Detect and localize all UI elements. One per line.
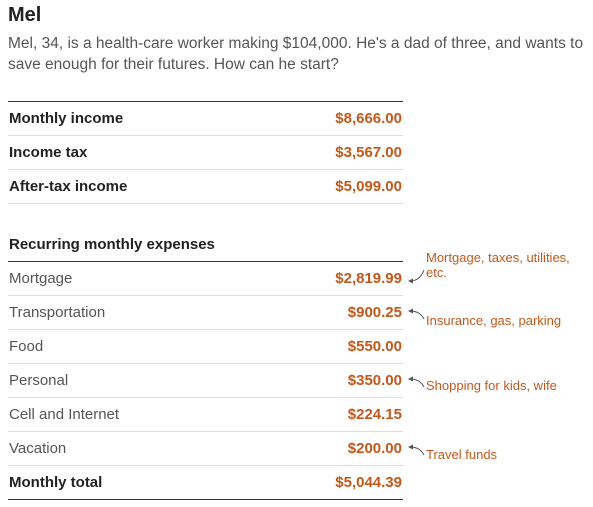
row-label: Cell and Internet	[9, 406, 120, 423]
row-label: Vacation	[9, 440, 67, 457]
row-label: Transportation	[9, 304, 106, 321]
section-heading: Recurring monthly expenses	[9, 236, 215, 253]
annotation: Insurance, gas, parking	[426, 313, 562, 328]
row-value: $8,666.00	[335, 110, 402, 127]
rule	[8, 261, 403, 262]
table-row: Transportation $900.25	[8, 296, 403, 330]
title: Mel	[8, 4, 42, 26]
table-row: Cell and Internet $224.15	[8, 398, 403, 432]
row-value: $224.15	[347, 406, 402, 423]
annotation: Travel funds	[426, 447, 498, 462]
arrowhead	[408, 308, 413, 314]
description: Mel, 34, is a health-care worker making …	[8, 35, 584, 73]
row-label: After-tax income	[9, 178, 128, 195]
row-value: $200.00	[347, 440, 402, 457]
table-row: Personal $350.00	[8, 364, 403, 398]
table-row: Mortgage $2,819.99	[8, 262, 403, 296]
row-label: Income tax	[9, 144, 88, 161]
row-value: $550.00	[347, 338, 402, 355]
table-row: Income tax $3,567.00	[8, 136, 403, 170]
table-row: Monthly income $8,666.00	[8, 102, 403, 136]
row-value: $3,567.00	[335, 144, 402, 161]
table-row: Food $550.00	[8, 330, 403, 364]
rule	[8, 101, 403, 102]
row-label: Food	[9, 338, 44, 355]
annotation: Mortgage, taxes, utilities, etc.	[426, 250, 570, 280]
annotation: Shopping for kids, wife	[426, 378, 557, 393]
row-value: $350.00	[347, 372, 402, 389]
row-label: Monthly income	[9, 110, 124, 127]
row-label: Monthly total	[9, 474, 103, 491]
row-value: $900.25	[347, 304, 402, 321]
table-row: Monthly total $5,044.39	[8, 466, 403, 500]
arrowhead	[408, 376, 413, 382]
row-value: $5,044.39	[335, 474, 402, 491]
table-row: Vacation $200.00	[8, 432, 403, 466]
row-label: Mortgage	[9, 270, 73, 287]
row-label: Personal	[9, 372, 69, 389]
arrowhead	[408, 278, 413, 284]
row-value: $5,099.00	[335, 178, 402, 195]
arrowhead	[408, 444, 413, 450]
table-row: After-tax income $5,099.00	[8, 170, 403, 204]
row-value: $2,819.99	[335, 270, 402, 287]
